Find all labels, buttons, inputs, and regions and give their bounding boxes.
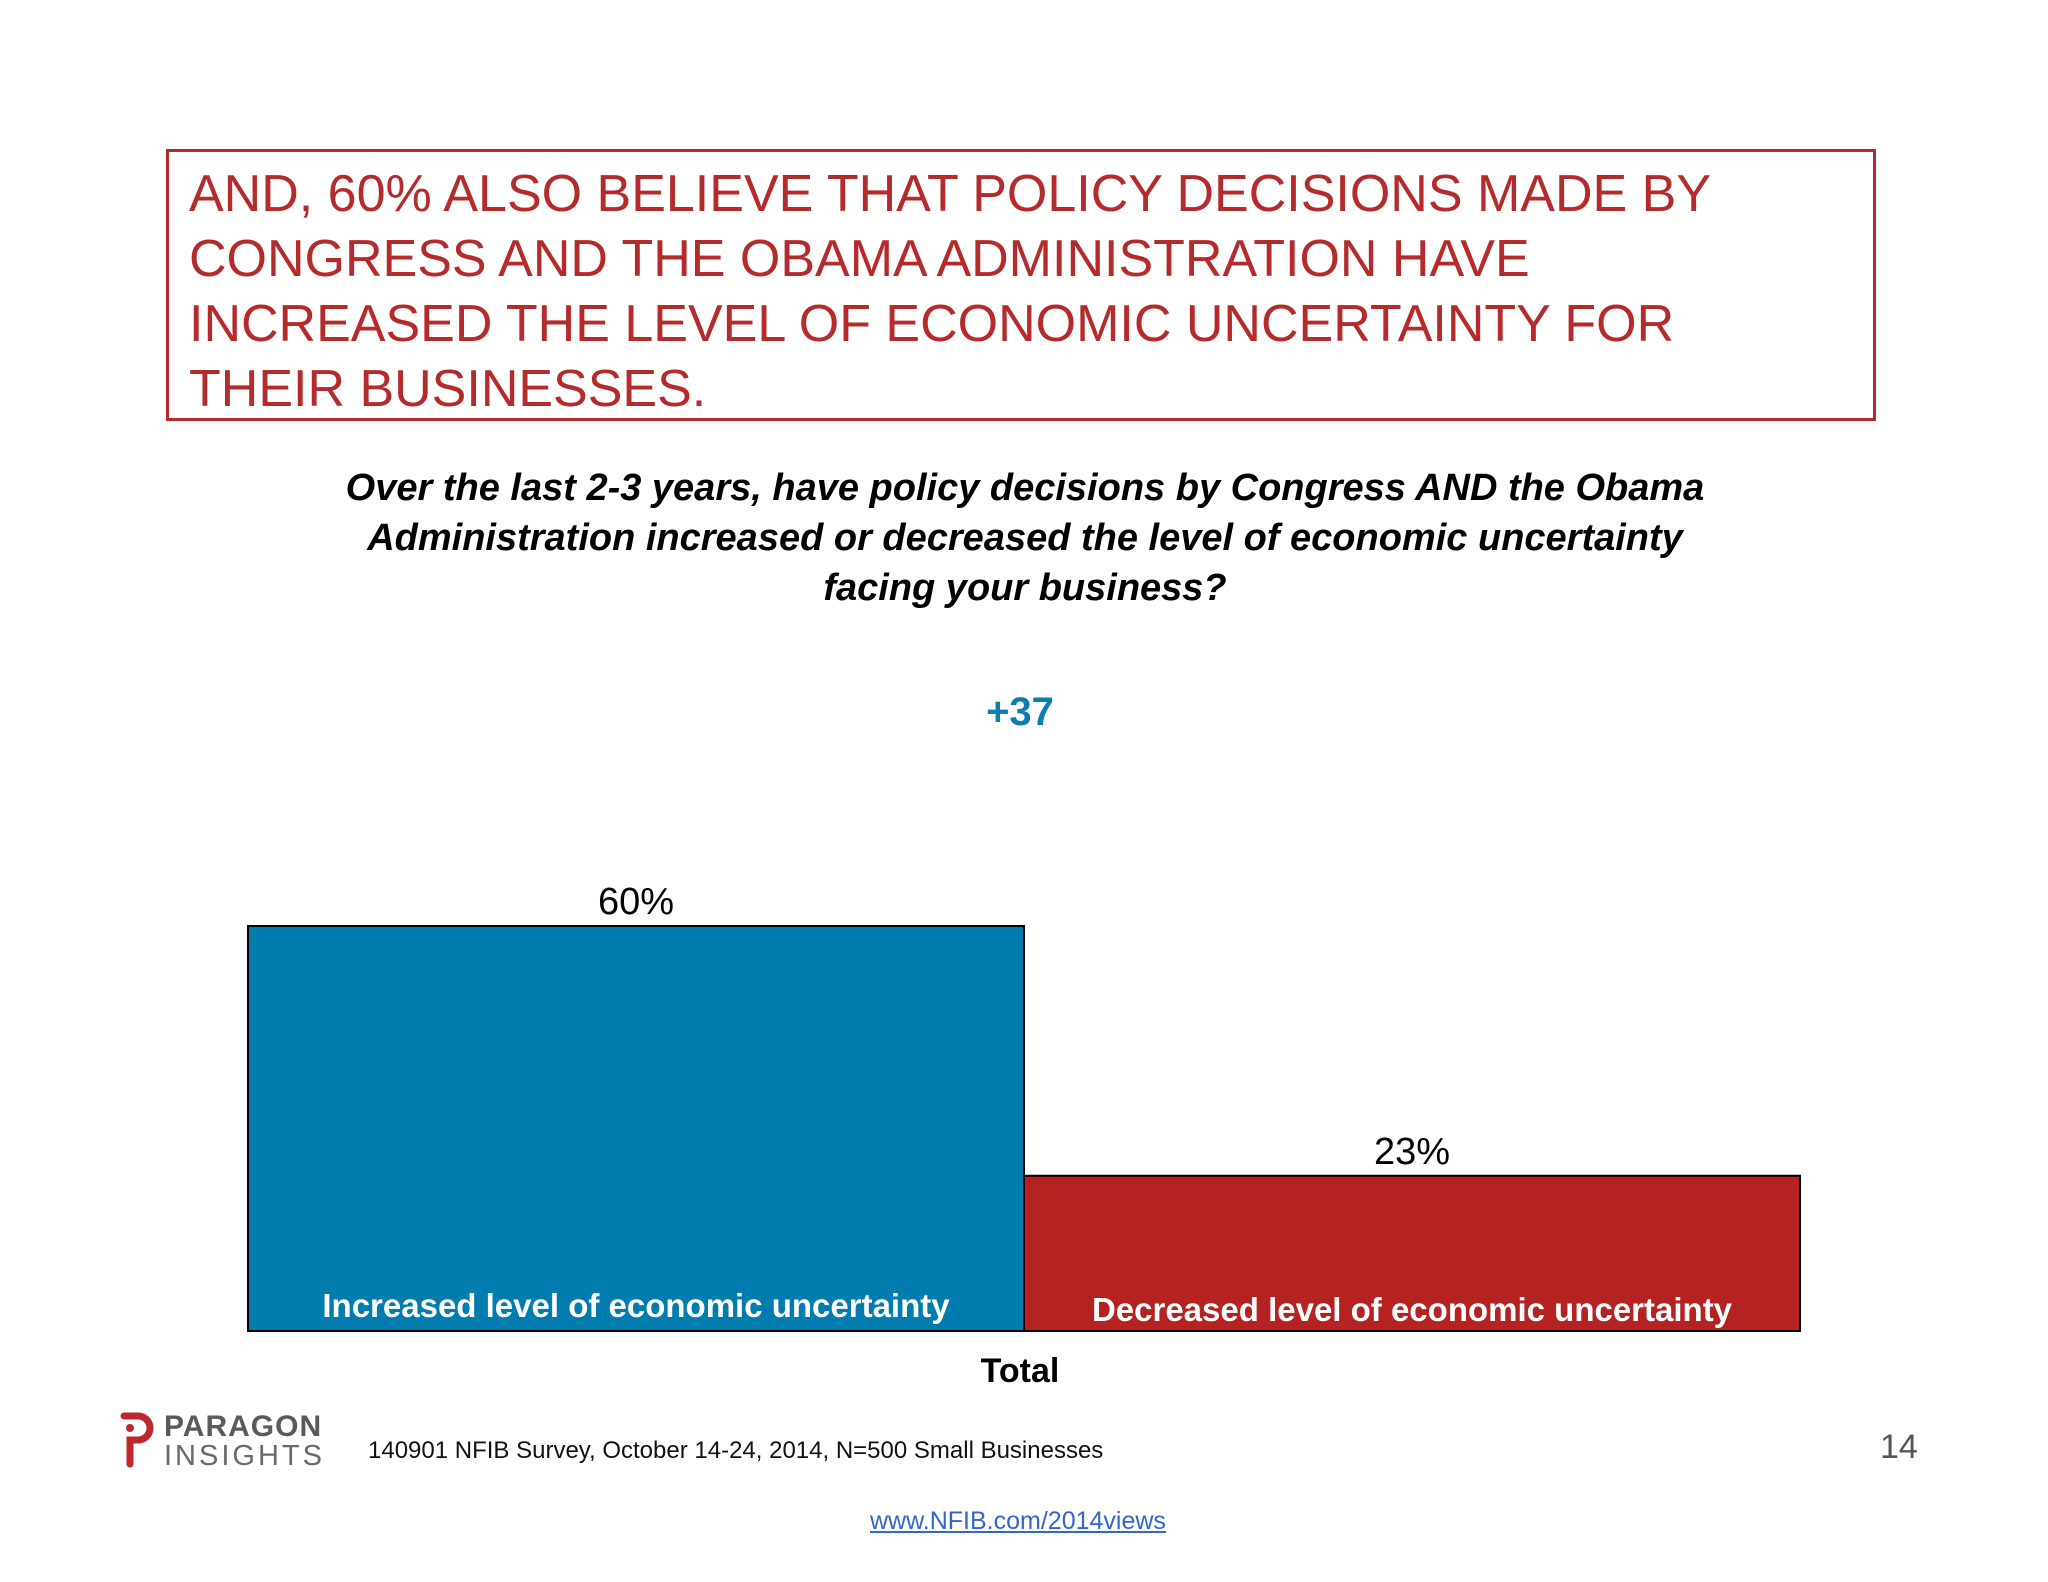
survey-question: Over the last 2-3 years, have policy dec… (220, 463, 1830, 613)
question-line: Administration increased or decreased th… (367, 517, 1683, 559)
question-line: Over the last 2-3 years, have policy dec… (345, 467, 1705, 509)
bar-decreased (1023, 1174, 1801, 1332)
headline-line: INCREASED THE LEVEL OF ECONOMIC UNCERTAI… (189, 295, 1675, 353)
page-number: 14 (1880, 1428, 1918, 1466)
headline-line: AND, 60% ALSO BELIEVE THAT POLICY DECISI… (189, 165, 1712, 223)
headline-line: CONGRESS AND THE OBAMA ADMINISTRATION HA… (189, 230, 1530, 288)
paragon-p-icon (120, 1412, 154, 1468)
paragon-logo: PARAGON INSIGHTS (116, 1410, 326, 1472)
data-label: 23% (1374, 1131, 1450, 1173)
source-note: 140901 NFIB Survey, October 14-24, 2014,… (368, 1437, 1104, 1464)
logo-text-bottom: INSIGHTS (164, 1440, 325, 1472)
question-line: facing your business? (823, 567, 1227, 609)
bar-increased (247, 925, 1025, 1332)
logo-text-top: PARAGON (164, 1410, 323, 1443)
series-label: Decreased level of economic uncertainty (1092, 1291, 1733, 1328)
category-label: Total (980, 1352, 1060, 1390)
nfib-link[interactable]: www.NFIB.com/2014views (870, 1507, 1166, 1535)
data-label: 60% (598, 881, 674, 923)
headline-box: AND, 60% ALSO BELIEVE THAT POLICY DECISI… (166, 149, 1876, 421)
net-difference-label: +37 (986, 690, 1054, 734)
headline-line: THEIR BUSINESSES. (189, 360, 707, 418)
headline: AND, 60% ALSO BELIEVE THAT POLICY DECISI… (189, 162, 1853, 422)
series-label: Increased level of economic uncertainty (322, 1287, 950, 1324)
